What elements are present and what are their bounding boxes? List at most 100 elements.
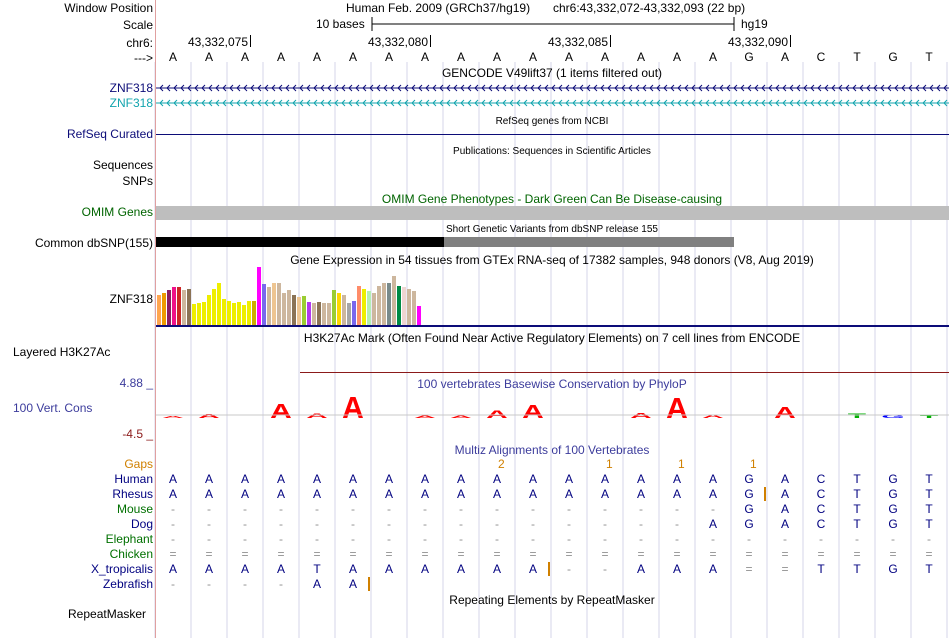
- track-label-znf318-alt[interactable]: ZNF318: [109, 96, 153, 110]
- track-label-snps[interactable]: SNPs: [122, 174, 153, 188]
- track-label-sequences[interactable]: Sequences: [92, 158, 153, 172]
- gtex-tissue-bar[interactable]: [377, 286, 381, 325]
- gtex-tissue-bar[interactable]: [312, 303, 316, 325]
- gtex-tissue-bar[interactable]: [282, 293, 286, 325]
- alignment-base: -: [351, 502, 355, 516]
- alignment-base: =: [781, 547, 789, 561]
- gtex-tissue-bar[interactable]: [277, 283, 281, 325]
- gtex-tissue-bar[interactable]: [357, 286, 361, 325]
- base-letter: A: [780, 50, 789, 64]
- gtex-tissue-bar[interactable]: [402, 287, 406, 325]
- gtex-tissue-bar[interactable]: [177, 287, 181, 325]
- track-label-refseq[interactable]: RefSeq Curated: [66, 127, 153, 141]
- species-label[interactable]: Dog: [130, 517, 153, 531]
- alignment-base: A: [564, 472, 573, 486]
- gtex-tissue-bar[interactable]: [332, 290, 336, 325]
- strand-chevron: [467, 84, 472, 92]
- gtex-tissue-bar[interactable]: [327, 303, 331, 325]
- gtex-tissue-bar[interactable]: [212, 289, 216, 325]
- gtex-tissue-bar[interactable]: [347, 303, 351, 325]
- gtex-tissue-bar[interactable]: [247, 301, 251, 325]
- gtex-tissue-bar[interactable]: [297, 297, 301, 325]
- gtex-tissue-bar[interactable]: [257, 267, 261, 325]
- gtex-tissue-bar[interactable]: [417, 306, 421, 325]
- gtex-tissue-bar[interactable]: [262, 284, 266, 325]
- gtex-tissue-bar[interactable]: [372, 293, 376, 325]
- alignment-base: A: [672, 487, 681, 501]
- strand-chevron: [705, 84, 710, 92]
- phylop-logo-letter: T: [848, 412, 867, 420]
- gtex-tissue-bar[interactable]: [337, 293, 341, 325]
- gtex-tissue-bar[interactable]: [302, 296, 306, 325]
- gtex-tissue-bar[interactable]: [182, 290, 186, 325]
- alignment-base: A: [312, 472, 321, 486]
- track-label-phylop[interactable]: 100 Vert. Cons: [13, 401, 93, 415]
- species-label[interactable]: Human: [114, 472, 153, 486]
- gtex-tissue-bar[interactable]: [272, 283, 276, 325]
- gtex-tissue-bar[interactable]: [267, 287, 271, 325]
- species-label[interactable]: Elephant: [105, 532, 153, 546]
- gtex-tissue-bar[interactable]: [367, 291, 371, 325]
- species-label[interactable]: Chicken: [109, 547, 153, 561]
- gtex-tissue-bar[interactable]: [292, 295, 296, 325]
- gtex-tissue-bar[interactable]: [392, 276, 396, 325]
- gtex-tissue-bar[interactable]: [362, 289, 366, 325]
- gtex-tissue-bar[interactable]: [252, 301, 256, 325]
- gtex-tissue-bar[interactable]: [222, 299, 226, 325]
- gtex-tissue-bar[interactable]: [242, 305, 246, 325]
- species-label[interactable]: Rhesus: [112, 487, 153, 501]
- h3k27ac-signal-line[interactable]: [300, 372, 949, 373]
- gtex-tissue-bar[interactable]: [187, 289, 191, 325]
- gtex-tissue-bar[interactable]: [192, 304, 196, 325]
- gtex-tissue-bar[interactable]: [412, 291, 416, 325]
- track-label-dbsnp[interactable]: Common dbSNP(155): [34, 236, 153, 250]
- track-label-repeatmasker[interactable]: RepeatMasker: [68, 607, 147, 621]
- gtex-tissue-bar[interactable]: [172, 287, 176, 325]
- refseq-gene-line[interactable]: [156, 134, 949, 135]
- znf318-transcript-2[interactable]: [156, 99, 949, 107]
- gtex-tissue-bar[interactable]: [232, 303, 236, 325]
- species-label[interactable]: X_tropicalis: [90, 562, 153, 576]
- gtex-tissue-bar[interactable]: [322, 303, 326, 325]
- track-label-omim[interactable]: OMIM Genes: [81, 205, 153, 219]
- gtex-tissue-bar[interactable]: [307, 302, 311, 325]
- gtex-tissue-bar[interactable]: [237, 302, 241, 325]
- gtex-tissue-bar[interactable]: [217, 283, 221, 325]
- gtex-tissue-bar[interactable]: [157, 295, 161, 325]
- znf318-transcript-1[interactable]: [156, 84, 949, 92]
- gtex-tissue-bar[interactable]: [197, 303, 201, 325]
- strand-chevron: [719, 84, 724, 92]
- gtex-tissue-bar[interactable]: [207, 295, 211, 325]
- track-label-gtex-gene[interactable]: ZNF318: [109, 292, 153, 306]
- dbsnp-variant-bar-2[interactable]: [444, 237, 734, 247]
- gtex-tissue-bar[interactable]: [407, 289, 411, 325]
- strand-chevron: [446, 99, 451, 107]
- gtex-expression-bars[interactable]: [156, 267, 536, 325]
- gtex-tissue-bar[interactable]: [202, 302, 206, 325]
- gtex-tissue-bar[interactable]: [227, 301, 231, 325]
- gtex-tissue-bar[interactable]: [352, 301, 356, 325]
- alignment-base: -: [171, 577, 175, 591]
- track-label-h3k27ac[interactable]: Layered H3K27Ac: [13, 345, 111, 359]
- gtex-tissue-bar[interactable]: [397, 286, 401, 325]
- species-label[interactable]: Mouse: [116, 502, 153, 516]
- track-label-znf318[interactable]: ZNF318: [109, 81, 153, 95]
- gtex-tissue-bar[interactable]: [287, 290, 291, 325]
- gtex-tissue-bar[interactable]: [382, 283, 386, 325]
- strand-chevron: [712, 99, 717, 107]
- gtex-tissue-bar[interactable]: [167, 290, 171, 325]
- omim-gene-bar[interactable]: [156, 206, 949, 220]
- species-label[interactable]: Zebrafish: [102, 577, 153, 591]
- gtex-tissue-bar[interactable]: [317, 302, 321, 325]
- gencode-transcripts[interactable]: [156, 82, 949, 112]
- strand-chevron: [355, 99, 360, 107]
- gtex-tissue-bar[interactable]: [342, 295, 346, 325]
- alignment-base: A: [708, 487, 717, 501]
- gtex-tissue-bar[interactable]: [387, 283, 391, 325]
- alignment-base: T: [853, 487, 861, 501]
- alignment-base: T: [853, 562, 861, 576]
- strand-chevron: [509, 84, 514, 92]
- gtex-tissue-bar[interactable]: [162, 293, 166, 325]
- strand-chevron: [698, 84, 703, 92]
